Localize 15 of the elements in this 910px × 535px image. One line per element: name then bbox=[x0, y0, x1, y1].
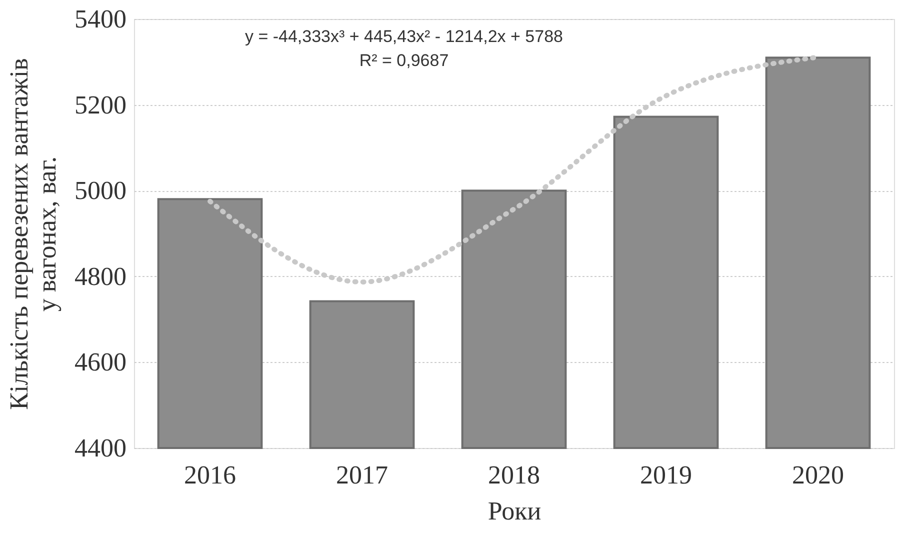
x-tick-label: 2019 bbox=[640, 460, 692, 490]
y-tick-label: 4800 bbox=[74, 262, 126, 291]
x-tick-label: 2016 bbox=[184, 460, 236, 490]
y-tick-label: 4600 bbox=[74, 348, 126, 377]
x-axis-title: Роки bbox=[488, 496, 542, 526]
y-tick-label: 5200 bbox=[74, 90, 126, 120]
x-tick-label: 2018 bbox=[488, 460, 540, 490]
annotation: R² = 0,9687 bbox=[359, 51, 449, 70]
y-tick-label: 4400 bbox=[74, 434, 126, 462]
x-tick-label: 2017 bbox=[336, 460, 388, 490]
y-tick-label: 5400 bbox=[74, 4, 126, 34]
x-tick-label: 2020 bbox=[792, 460, 844, 490]
y-axis-title: Кількість перевезених вантажів у вагонах, ваг. bbox=[4, 58, 62, 410]
y-tick-label: 5000 bbox=[74, 176, 126, 206]
annotation: y = -44,333x³ + 445,43x² - 1214,2x + 5788 bbox=[244, 27, 564, 46]
